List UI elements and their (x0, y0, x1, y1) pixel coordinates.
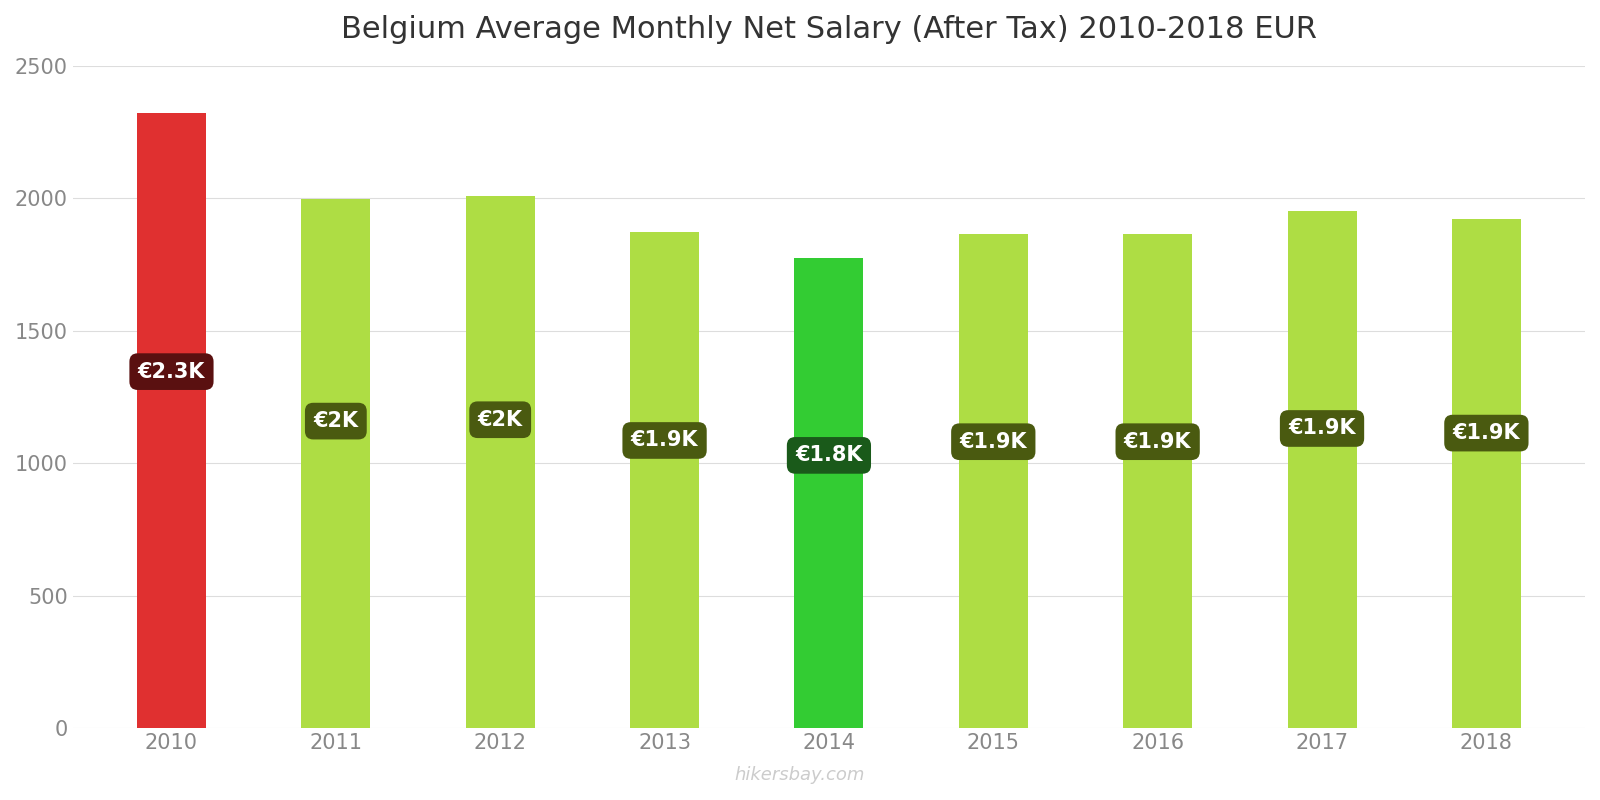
Bar (1288, 211, 1357, 728)
Text: €2.3K: €2.3K (138, 362, 205, 382)
Bar (138, 114, 206, 728)
Text: €2K: €2K (314, 411, 358, 431)
Text: €1.9K: €1.9K (1288, 418, 1355, 438)
Text: €1.9K: €1.9K (630, 430, 698, 450)
Text: €1.9K: €1.9K (1123, 432, 1192, 452)
Text: €1.8K: €1.8K (795, 446, 862, 466)
Text: hikersbay.com: hikersbay.com (734, 766, 866, 784)
Bar (301, 198, 370, 728)
Text: €1.9K: €1.9K (960, 432, 1027, 452)
Bar (466, 196, 534, 728)
Bar (630, 232, 699, 728)
Bar (958, 234, 1027, 728)
Bar (1123, 234, 1192, 728)
Text: €1.9K: €1.9K (1453, 423, 1520, 443)
Text: €2K: €2K (478, 410, 523, 430)
Bar (795, 258, 864, 728)
Title: Belgium Average Monthly Net Salary (After Tax) 2010-2018 EUR: Belgium Average Monthly Net Salary (Afte… (341, 15, 1317, 44)
Bar (1451, 219, 1522, 728)
